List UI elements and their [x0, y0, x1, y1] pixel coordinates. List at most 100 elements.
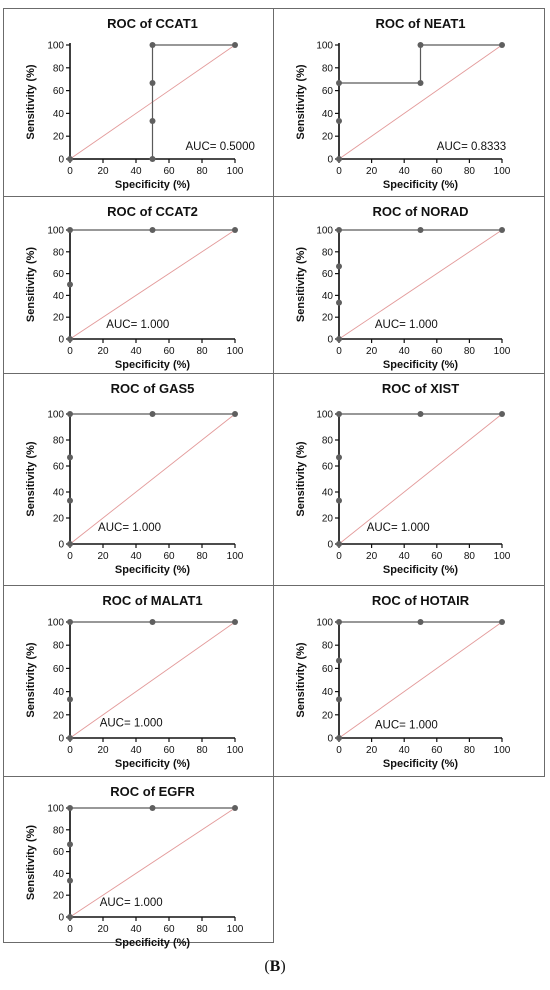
x-tick-label-ccat1: 40	[130, 166, 142, 177]
roc-point-egfr	[67, 914, 73, 920]
roc-point-xist	[336, 411, 342, 417]
roc-chart-norad: ROC of NORAD 0 20 40 60 80 100 0 20 40 60 80 100 Spec…	[295, 204, 511, 371]
roc-point-ccat1	[149, 79, 156, 86]
roc-point-hotair	[336, 735, 342, 741]
y-axis-label-neat1: Sensitivity (%)	[295, 64, 307, 140]
auc-label-ccat1: AUC= 0.5000	[186, 141, 255, 153]
y-tick-label-malat1: 60	[53, 664, 65, 675]
roc-panel-malat1: ROC of MALAT1 0 20 40 60 80 100 0 20 40 60 80 100 Spe…	[3, 585, 274, 777]
chart-title-xist: ROC of XIST	[382, 381, 459, 396]
auc-label-hotair: AUC= 1.000	[375, 720, 438, 732]
roc-panel-egfr: ROC of EGFR 0 20 40 60 80 100 0 20 40 60 80 100 Speci…	[3, 776, 274, 949]
y-tick-label-ccat1: 60	[53, 86, 65, 97]
roc-point-hotair	[336, 619, 342, 625]
y-tick-label-norad: 40	[322, 291, 334, 302]
y-tick-label-egfr: 40	[53, 869, 65, 880]
y-tick-label-gas5: 20	[53, 514, 65, 525]
roc-point-norad	[336, 227, 342, 233]
roc-point-egfr	[149, 805, 156, 811]
y-tick-label-ccat2: 80	[53, 247, 65, 258]
y-tick-label-norad: 60	[322, 269, 334, 280]
x-tick-label-xist: 0	[336, 551, 342, 562]
reference-line-norad	[338, 229, 503, 340]
y-axis-label-ccat1: Sensitivity (%)	[25, 64, 37, 140]
chart-title-hotair: ROC of HOTAIR	[372, 593, 470, 608]
roc-point-egfr	[67, 805, 73, 811]
roc-point-neat1	[417, 79, 424, 86]
x-tick-label-malat1: 40	[130, 745, 142, 756]
roc-panel-ccat2: ROC of CCAT2 0 20 40 60 80 100 0 20 40 60 80 100 Spec…	[3, 196, 274, 374]
y-tick-label-neat1: 40	[322, 109, 334, 120]
roc-point-norad	[336, 336, 342, 342]
x-tick-label-neat1: 80	[464, 166, 476, 177]
x-tick-label-malat1: 60	[163, 745, 175, 756]
chart-title-ccat1: ROC of CCAT1	[107, 16, 198, 31]
roc-point-egfr	[67, 841, 73, 848]
roc-point-norad	[336, 299, 342, 306]
x-tick-label-gas5: 60	[163, 551, 175, 562]
x-tick-label-malat1: 0	[67, 745, 73, 756]
y-tick-label-gas5: 40	[53, 488, 65, 499]
auc-label-neat1: AUC= 0.8333	[437, 141, 506, 153]
auc-label-malat1: AUC= 1.000	[100, 717, 163, 729]
roc-point-gas5	[149, 411, 156, 417]
chart-title-norad: ROC of NORAD	[372, 204, 468, 219]
reference-line-ccat2	[69, 229, 236, 340]
roc-point-neat1	[336, 118, 342, 125]
x-axis-label-ccat1: Specificity (%)	[115, 179, 191, 191]
roc-point-malat1	[67, 696, 73, 703]
roc-chart-egfr: ROC of EGFR 0 20 40 60 80 100 0 20 40 60 80 100 Speci…	[25, 784, 244, 949]
y-tick-label-malat1: 20	[53, 710, 65, 721]
y-tick-label-hotair: 20	[322, 710, 334, 721]
x-tick-label-ccat1: 100	[227, 166, 244, 177]
y-tick-label-egfr: 60	[53, 847, 65, 858]
x-axis-label-egfr: Specificity (%)	[115, 937, 191, 949]
roc-point-neat1	[499, 42, 505, 48]
roc-point-gas5	[67, 497, 73, 504]
y-axis-label-ccat2: Sensitivity (%)	[25, 247, 37, 323]
x-tick-label-hotair: 100	[494, 745, 511, 756]
y-tick-label-ccat1: 0	[58, 155, 64, 166]
x-tick-label-gas5: 20	[97, 551, 109, 562]
y-tick-label-egfr: 80	[53, 825, 65, 836]
chart-title-gas5: ROC of GAS5	[111, 381, 195, 396]
x-tick-label-ccat1: 0	[67, 166, 73, 177]
roc-point-xist	[499, 411, 505, 417]
roc-chart-malat1: ROC of MALAT1 0 20 40 60 80 100 0 20 40 60 80 100 Spe…	[25, 593, 244, 770]
roc-point-hotair	[336, 657, 342, 664]
roc-point-ccat1	[232, 42, 238, 48]
reference-line-xist	[338, 413, 503, 545]
roc-chart-ccat2: ROC of CCAT2 0 20 40 60 80 100 0 20 40 60 80 100 Spec…	[25, 204, 244, 371]
x-tick-label-hotair: 40	[399, 745, 411, 756]
figure-caption: (B)	[0, 958, 550, 976]
x-tick-label-xist: 40	[399, 551, 411, 562]
x-tick-label-hotair: 60	[431, 745, 443, 756]
y-tick-label-ccat2: 60	[53, 269, 65, 280]
roc-panel-xist: ROC of XIST 0 20 40 60 80 100 0 20 40 60 80 100 Speci…	[273, 373, 545, 586]
y-tick-label-egfr: 100	[47, 804, 64, 815]
x-tick-label-egfr: 0	[67, 924, 73, 935]
y-axis-label-malat1: Sensitivity (%)	[25, 642, 37, 718]
roc-chart-hotair: ROC of HOTAIR 0 20 40 60 80 100 0 20 40 60 80 100 Spe…	[295, 593, 511, 770]
x-tick-label-ccat2: 60	[163, 346, 175, 357]
roc-chart-xist: ROC of XIST 0 20 40 60 80 100 0 20 40 60 80 100 Speci…	[295, 381, 511, 576]
x-tick-label-hotair: 20	[366, 745, 378, 756]
x-tick-label-ccat1: 20	[97, 166, 109, 177]
y-tick-label-norad: 20	[322, 313, 334, 324]
roc-point-neat1	[336, 156, 342, 162]
x-tick-label-gas5: 80	[196, 551, 208, 562]
roc-panel-norad: ROC of NORAD 0 20 40 60 80 100 0 20 40 60 80 100 Spec…	[273, 196, 545, 374]
roc-point-norad	[336, 263, 342, 270]
x-tick-label-gas5: 0	[67, 551, 73, 562]
reference-line-egfr	[69, 807, 236, 918]
roc-point-ccat2	[232, 227, 238, 233]
y-tick-label-ccat2: 20	[53, 313, 65, 324]
roc-point-norad	[417, 227, 424, 233]
roc-point-norad	[499, 227, 505, 233]
x-tick-label-neat1: 100	[494, 166, 511, 177]
y-tick-label-xist: 60	[322, 462, 334, 473]
x-tick-label-egfr: 20	[97, 924, 109, 935]
y-tick-label-hotair: 100	[316, 618, 333, 629]
roc-point-hotair	[417, 619, 424, 625]
roc-point-gas5	[67, 411, 73, 417]
